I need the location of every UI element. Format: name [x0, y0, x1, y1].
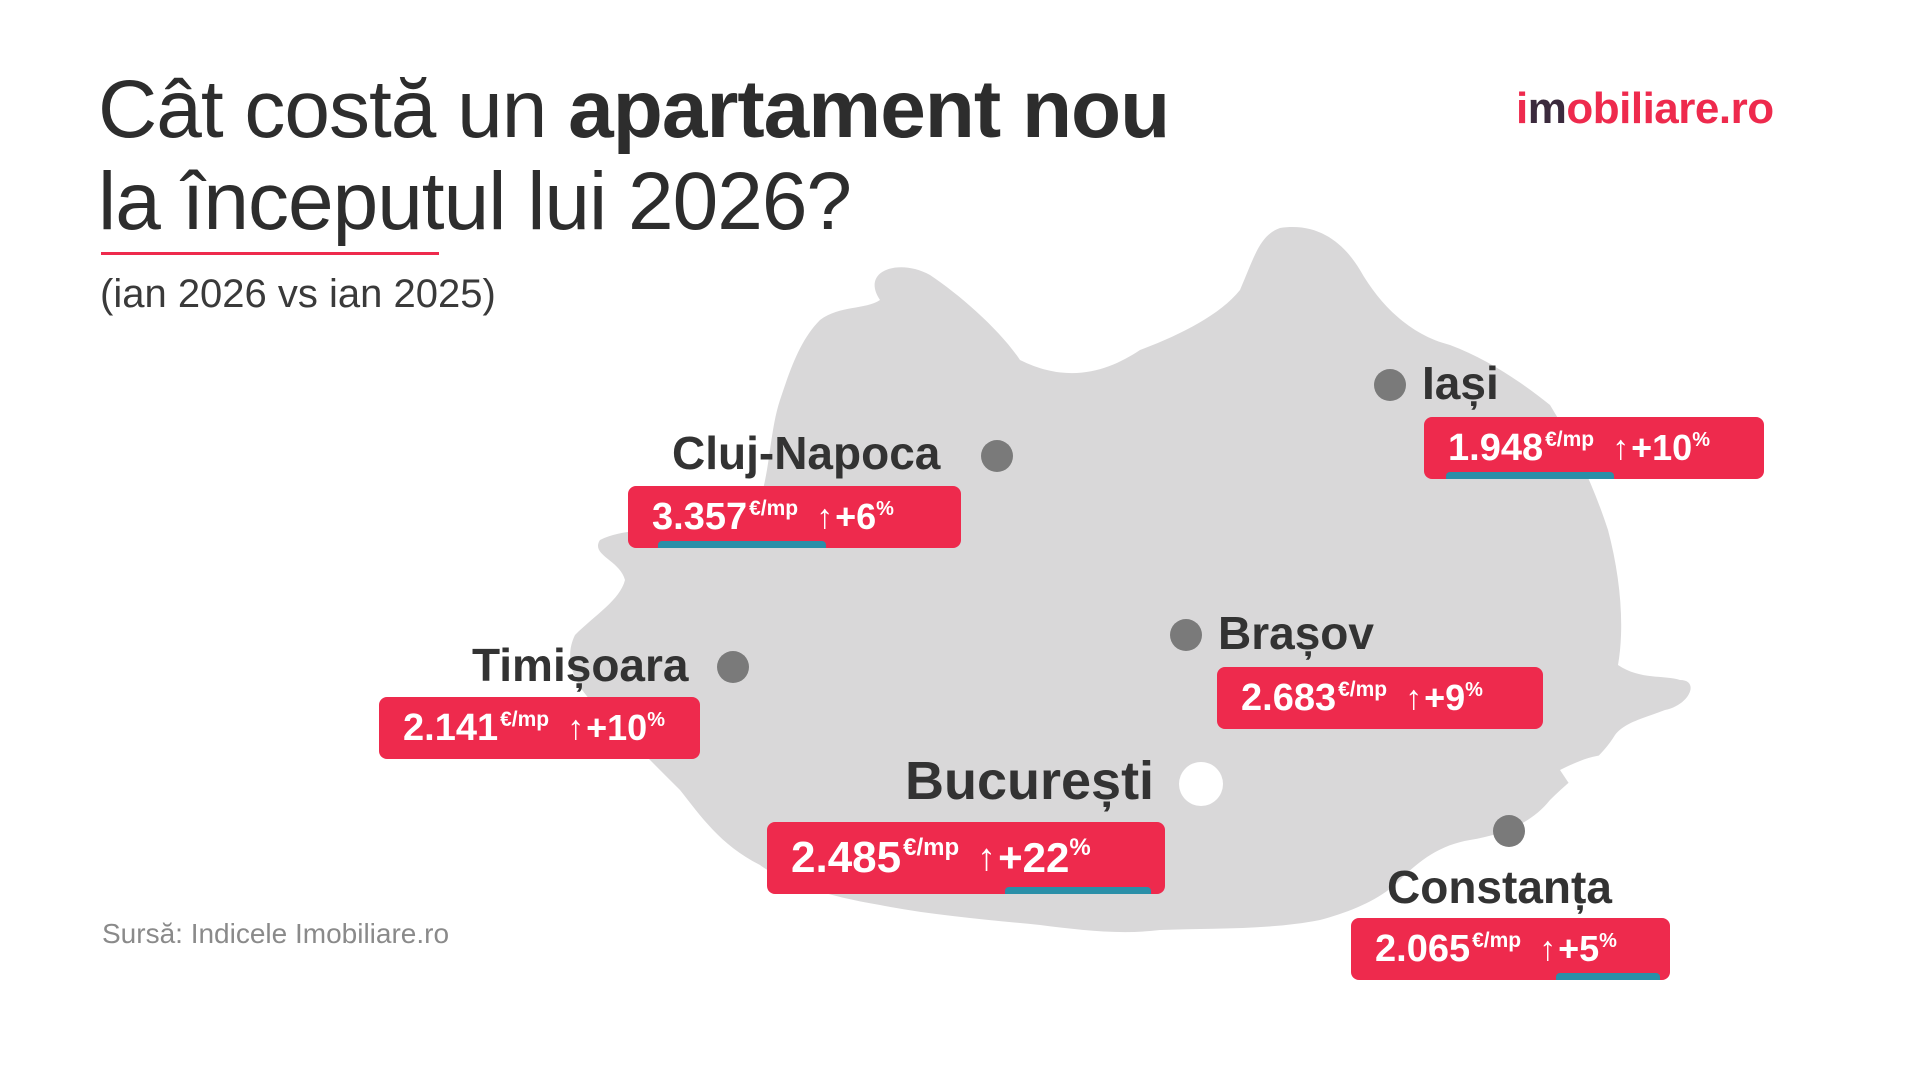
city-dot-brasov	[1170, 619, 1202, 651]
city-dot-bucuresti	[1179, 762, 1223, 806]
city-name-cluj-napoca: Cluj-Napoca	[672, 427, 941, 479]
price-badge-constanta: 2.065 €/mp ↑ +5%	[1351, 918, 1670, 980]
price-value: 2.683	[1241, 676, 1337, 719]
price-badge-timisoara: 2.141 €/mp ↑ +10%	[379, 697, 700, 759]
title-regular-text: Cât costă un	[98, 64, 569, 155]
title-bold-text: apartament nou	[568, 64, 1170, 155]
price-value: 3.357	[652, 495, 748, 538]
price-unit: €/mp	[500, 708, 550, 731]
source-note: Sursă: Indicele Imobiliare.ro	[102, 918, 450, 949]
accent-bar	[1556, 973, 1660, 980]
price-unit: €/mp	[903, 834, 960, 861]
arrow-up-icon: ↑	[1405, 678, 1423, 717]
logo-text-prefix: i	[1516, 84, 1528, 133]
percent-sign: %	[876, 498, 894, 520]
arrow-up-icon: ↑	[567, 708, 585, 747]
price-unit: €/mp	[1472, 929, 1522, 952]
price-unit: €/mp	[749, 497, 799, 520]
arrow-up-icon: ↑	[1539, 929, 1557, 968]
city-name-timisoara: Timișoara	[472, 639, 689, 691]
danube-delta-shape	[1560, 754, 1630, 785]
title-line-2: la începutul lui 2026?	[98, 156, 852, 247]
city-name-bucuresti: București	[905, 751, 1155, 811]
city-dot-timisoara	[717, 651, 749, 683]
change-value: +9	[1424, 677, 1466, 718]
price-value: 2.485	[791, 833, 902, 882]
city-name-constanta: Constanța	[1387, 861, 1612, 913]
city-dot-iasi	[1374, 369, 1406, 401]
percent-sign: %	[1599, 930, 1617, 952]
price-unit: €/mp	[1545, 428, 1595, 451]
subtitle: (ian 2026 vs ian 2025)	[100, 272, 496, 316]
price-badge-cluj-napoca: 3.357 €/mp ↑ +6%	[628, 486, 961, 548]
price-badge-bucuresti: 2.485 €/mp ↑ +22%	[767, 822, 1165, 894]
price-badge-brasov: 2.683 €/mp ↑ +9%	[1217, 667, 1543, 729]
percent-sign: %	[1069, 834, 1091, 861]
change-value: +6	[835, 496, 877, 537]
price-badge-iasi: 1.948 €/mp ↑ +10%	[1424, 417, 1764, 479]
brand-logo[interactable]: imobiliare.ro	[1516, 84, 1774, 134]
title-underline	[101, 252, 439, 255]
accent-bar	[658, 541, 826, 548]
change-value: +22	[998, 834, 1070, 881]
change-value: +5	[1558, 928, 1600, 969]
change-value: +10	[1631, 427, 1693, 468]
logo-text-highlight: m	[1527, 84, 1567, 133]
city-dot-cluj-napoca	[981, 440, 1013, 472]
percent-sign: %	[1465, 679, 1483, 701]
romania-shape	[570, 227, 1691, 933]
accent-bar	[1446, 472, 1614, 479]
price-value: 1.948	[1448, 426, 1544, 469]
arrow-up-icon: ↑	[1612, 428, 1630, 467]
arrow-up-icon: ↑	[977, 836, 997, 879]
city-name-brasov: Brașov	[1218, 607, 1374, 659]
change-value: +10	[586, 707, 648, 748]
arrow-up-icon: ↑	[816, 497, 834, 536]
title-line-1: Cât costă un apartament nou	[98, 64, 1170, 156]
price-value: 2.065	[1375, 927, 1471, 970]
price-unit: €/mp	[1338, 678, 1388, 701]
price-value: 2.141	[403, 706, 499, 749]
city-dot-constanta	[1493, 815, 1525, 847]
logo-text-rest: obiliare.ro	[1566, 84, 1774, 133]
accent-bar	[1005, 887, 1151, 894]
page-title: Cât costă un apartament nou la începutul…	[98, 64, 1170, 248]
percent-sign: %	[647, 709, 665, 731]
city-name-iasi: Iași	[1422, 357, 1499, 409]
percent-sign: %	[1692, 429, 1710, 451]
